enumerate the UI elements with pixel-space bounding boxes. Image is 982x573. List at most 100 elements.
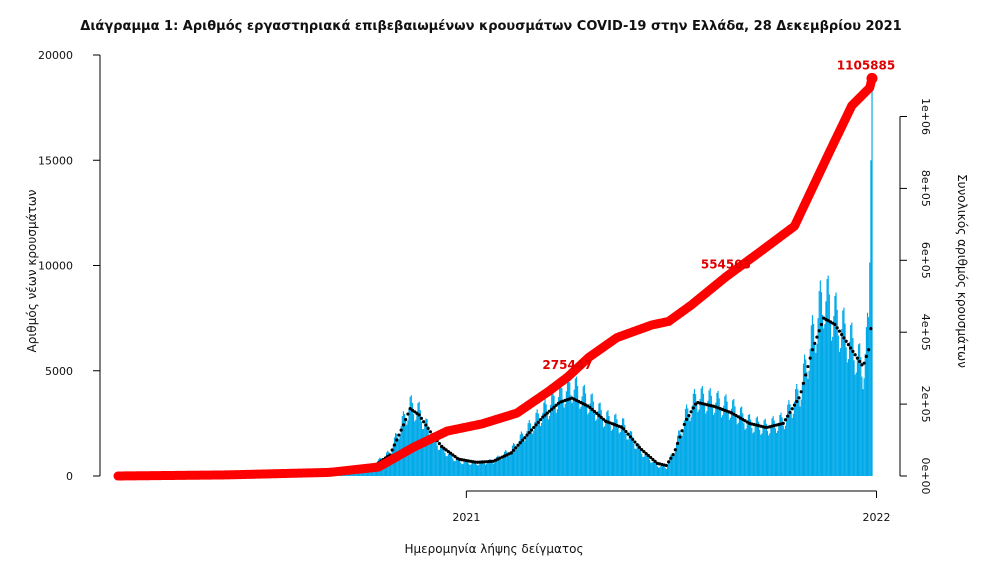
- y-axis-right-label: Συνολικός αριθμός κρουσμάτων: [955, 174, 969, 368]
- daily-cases-bar: [551, 393, 553, 476]
- moving-average-point: [529, 428, 534, 432]
- daily-cases-bar: [611, 429, 614, 476]
- daily-cases-bar: [482, 461, 484, 476]
- daily-cases-bar: [778, 422, 780, 476]
- moving-average-point: [869, 327, 873, 331]
- moving-average-point: [833, 322, 837, 327]
- daily-cases-bar: [634, 448, 636, 476]
- daily-cases-bar: [729, 417, 732, 476]
- daily-cases-bar: [578, 399, 580, 476]
- daily-cases-bar: [595, 420, 597, 476]
- moving-average-point: [628, 435, 633, 439]
- daily-cases-bar: [429, 441, 432, 476]
- daily-cases-bar: [518, 440, 520, 476]
- right-tick-label: 1e+06: [919, 98, 932, 135]
- daily-cases-bar: [526, 431, 528, 476]
- daily-cases-bar: [628, 434, 630, 476]
- daily-cases-bar: [654, 461, 656, 476]
- daily-cases-bar: [434, 433, 436, 476]
- daily-cases-bar: [619, 431, 621, 476]
- daily-cases-bar: [706, 411, 708, 476]
- daily-cases-bar: [424, 423, 426, 476]
- daily-cases-bar: [860, 357, 862, 476]
- daily-cases-bar: [593, 413, 596, 476]
- daily-cases-bar: [515, 447, 517, 476]
- daily-cases-bar: [752, 433, 754, 476]
- daily-cases-bar: [535, 412, 537, 476]
- daily-cases-bar: [691, 405, 693, 476]
- daily-cases-bar: [868, 317, 870, 476]
- moving-average-point: [401, 423, 406, 427]
- right-y-axis: 0e+00 2e+05 4e+05 6e+05 8e+05 1e+06: [899, 98, 932, 494]
- daily-cases-bar: [807, 378, 809, 476]
- moving-average-point: [619, 425, 624, 429]
- daily-cases-bar: [661, 465, 663, 476]
- daily-cases-bar: [680, 434, 682, 476]
- daily-cases-bar: [699, 398, 701, 476]
- left-tick-label: 10000: [38, 260, 73, 273]
- daily-cases-bar: [566, 378, 569, 476]
- daily-cases-bar: [417, 403, 419, 476]
- daily-cases-bar: [534, 421, 536, 476]
- daily-cases-bar: [598, 403, 600, 476]
- daily-cases-bar: [612, 422, 615, 476]
- daily-cases-bar: [421, 429, 424, 476]
- daily-cases-bar: [523, 438, 525, 476]
- daily-cases-bar: [509, 454, 511, 476]
- daily-cases-bar: [652, 461, 654, 476]
- daily-cases-bar: [533, 430, 535, 476]
- moving-average-point: [417, 413, 421, 417]
- daily-cases-bar: [508, 456, 510, 476]
- daily-cases-bar: [724, 396, 726, 476]
- daily-cases-bar: [563, 407, 565, 476]
- daily-cases-bar: [760, 434, 762, 476]
- daily-cases-bar: [742, 413, 744, 476]
- moving-average-point: [586, 404, 590, 408]
- moving-average-point: [801, 381, 806, 385]
- daily-cases-bar: [490, 460, 492, 476]
- daily-cases-bar: [684, 408, 687, 476]
- daily-cases-bar: [390, 454, 392, 476]
- daily-cases-bar: [437, 449, 439, 476]
- moving-average-point: [554, 403, 558, 407]
- moving-average-point: [691, 406, 695, 410]
- daily-cases-bar: [586, 406, 588, 476]
- daily-cases-bar: [601, 420, 603, 476]
- daily-cases-bar: [656, 466, 658, 476]
- daily-cases-bar: [420, 421, 423, 476]
- moving-average-point: [428, 430, 432, 434]
- daily-cases-bar: [641, 453, 643, 476]
- daily-cases-bar: [730, 408, 733, 476]
- moving-average-point: [851, 349, 855, 353]
- moving-average-point: [835, 326, 839, 330]
- daily-cases-bar: [638, 444, 641, 476]
- daily-cases-bar: [842, 310, 844, 476]
- daily-cases-bar: [870, 160, 872, 476]
- daily-cases-bar: [500, 460, 502, 476]
- moving-average-point: [599, 415, 603, 419]
- cumulative-end-point: [866, 72, 878, 84]
- daily-cases-bar: [677, 435, 679, 476]
- daily-cases-bar: [543, 402, 545, 476]
- moving-average-point: [451, 453, 455, 457]
- moving-average-point: [864, 354, 868, 359]
- daily-cases-bar: [855, 372, 857, 476]
- daily-cases-bar: [591, 393, 593, 476]
- daily-cases-bar: [805, 359, 807, 476]
- daily-cases-bar: [721, 415, 724, 476]
- moving-average-point: [849, 346, 853, 350]
- daily-cases-bar: [499, 458, 501, 476]
- moving-average-point: [518, 441, 522, 445]
- daily-cases-bar: [770, 425, 772, 476]
- daily-cases-bar: [827, 275, 829, 476]
- daily-cases-bar: [707, 400, 709, 476]
- daily-cases-bar: [489, 459, 491, 476]
- left-tick-label: 5000: [45, 365, 73, 378]
- daily-cases-bar: [502, 455, 505, 476]
- daily-cases-bar: [561, 388, 563, 476]
- daily-cases-bar: [651, 462, 653, 476]
- moving-average-point: [516, 443, 520, 447]
- daily-cases-bar: [587, 414, 589, 476]
- daily-cases-bar: [642, 456, 644, 476]
- daily-cases-bar: [433, 433, 435, 476]
